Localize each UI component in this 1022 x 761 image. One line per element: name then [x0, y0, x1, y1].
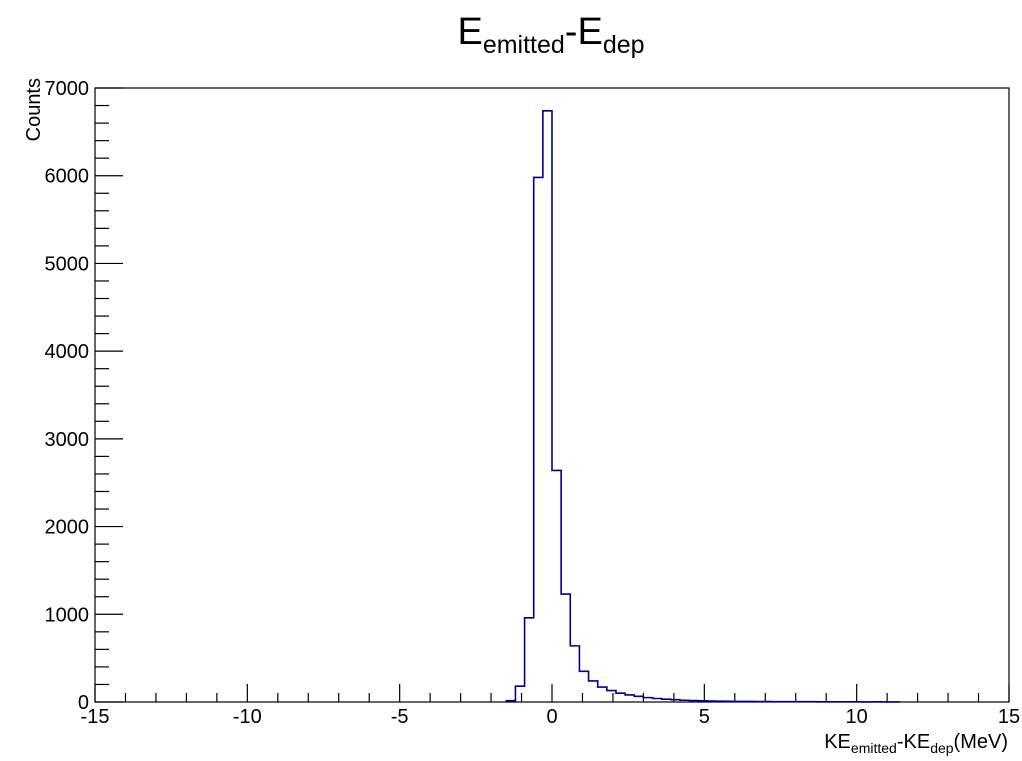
y-tick-label: 5000: [45, 253, 90, 275]
histogram-bin: [589, 681, 598, 702]
x-tick-label: 0: [546, 706, 557, 728]
histogram-bin: [717, 701, 726, 702]
histogram-bin: [607, 691, 616, 702]
histogram-bin: [671, 700, 680, 702]
y-tick-label: 0: [78, 692, 89, 714]
tick-labels: -15 -10 -5 0 5 10 15 0 1000 2000 3000 4000 5000 6000 7…: [45, 78, 1021, 728]
histogram-bin: [680, 700, 689, 702]
histogram-bin: [616, 693, 625, 702]
histogram-bin: [598, 687, 607, 702]
y-tick-label: 1000: [45, 604, 90, 626]
histogram-bin: [634, 696, 643, 702]
histogram-bin: [653, 698, 662, 702]
chart-title: Eemitted-Edep: [457, 11, 644, 59]
y-tick-label: 7000: [45, 78, 90, 100]
histogram-bin: [552, 470, 561, 702]
histogram-outline: [505, 110, 901, 703]
x-tick-label: 15: [998, 706, 1020, 728]
histogram-bin: [744, 701, 753, 702]
y-tick-label: 2000: [45, 517, 90, 539]
histogram-bin: [735, 701, 744, 702]
histogram-bin: [625, 695, 634, 702]
y-tick-label: 3000: [45, 429, 90, 451]
histogram-bin: [515, 686, 524, 702]
histogram-bin: [643, 698, 652, 702]
histogram-bin: [698, 701, 707, 702]
histogram-bin: [662, 699, 671, 702]
x-tick-label: -15: [81, 706, 110, 728]
y-axis-label: Counts: [23, 78, 45, 141]
histogram-bin: [707, 701, 716, 702]
histogram-bin: [525, 618, 534, 702]
histogram-bin: [543, 111, 552, 702]
axis-ticks: [94, 87, 1010, 703]
x-tick-label: -10: [233, 706, 262, 728]
histogram-bin: [579, 671, 588, 702]
histogram-bin: [570, 646, 579, 702]
histogram-bin: [506, 701, 515, 702]
histogram-bin: [534, 177, 543, 702]
x-tick-label: 10: [846, 706, 868, 728]
y-tick-label: 6000: [45, 166, 90, 188]
histogram-bin: [726, 701, 735, 702]
histogram-bin: [561, 594, 570, 702]
x-tick-label: 5: [699, 706, 710, 728]
x-tick-label: -5: [391, 706, 409, 728]
y-tick-label: 4000: [45, 341, 90, 363]
x-axis-label: KEemitted-KEdep(MeV): [824, 731, 1008, 756]
histogram-series: [505, 110, 901, 703]
histogram-bin: [689, 701, 698, 702]
